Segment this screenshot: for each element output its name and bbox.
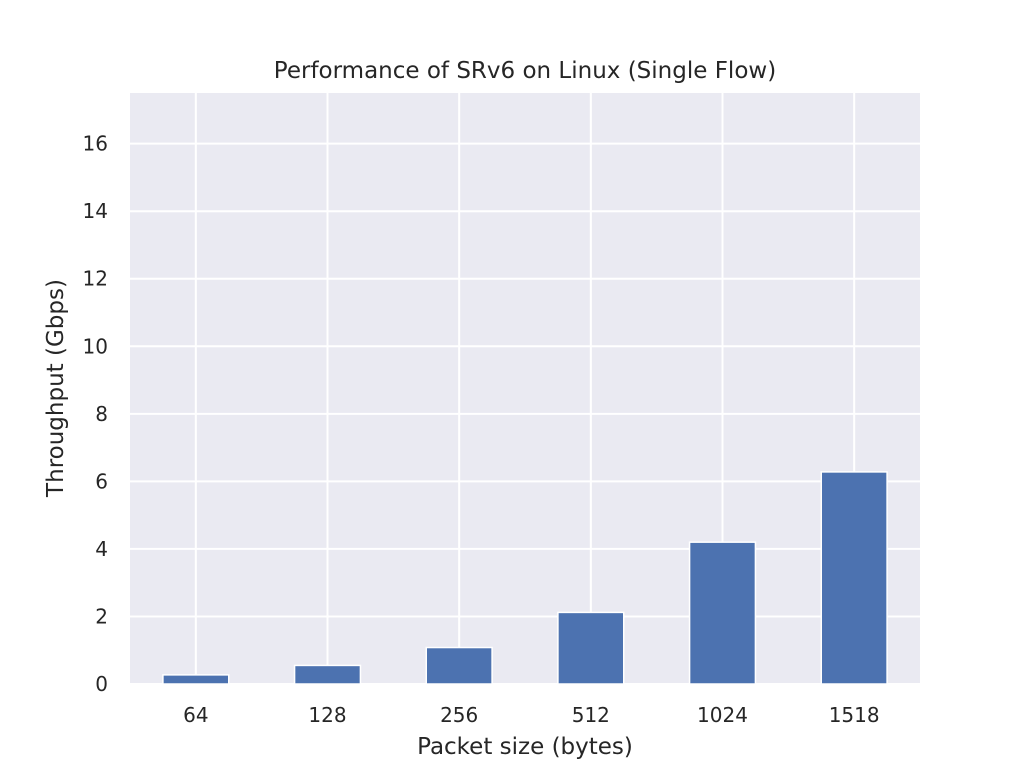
bar-1518 (820, 471, 888, 685)
x-axis-label: Packet size (bytes) (417, 734, 633, 760)
y-tick-labels: 0 2 4 6 8 10 12 14 16 (83, 132, 108, 696)
y-tick-label: 8 (95, 402, 108, 426)
plot-area (130, 93, 920, 684)
y-axis-label: Throughput (Gbps) (43, 279, 69, 498)
x-tick-label: 256 (440, 703, 478, 727)
bar-128 (293, 664, 362, 685)
bars (162, 471, 888, 685)
x-tick-label: 512 (572, 703, 610, 727)
y-tick-label: 0 (95, 672, 108, 696)
y-tick-label: 16 (83, 132, 108, 156)
y-tick-label: 2 (95, 604, 108, 628)
x-tick-label: 64 (183, 703, 208, 727)
x-tick-label: 128 (308, 703, 346, 727)
bar-64 (162, 674, 230, 685)
bar-1024 (688, 541, 757, 685)
y-tick-label: 4 (95, 537, 108, 561)
y-tick-label: 14 (83, 199, 108, 223)
bar-512 (557, 611, 625, 685)
x-tick-label: 1024 (697, 703, 748, 727)
y-tick-label: 6 (95, 469, 108, 493)
bar-256 (425, 646, 493, 685)
y-tick-label: 12 (83, 267, 108, 291)
y-tick-label: 10 (83, 334, 108, 358)
x-tick-labels: 64 128 256 512 1024 1518 (183, 703, 880, 727)
chart-title: Performance of SRv6 on Linux (Single Flo… (274, 58, 776, 84)
x-tick-label: 1518 (829, 703, 880, 727)
